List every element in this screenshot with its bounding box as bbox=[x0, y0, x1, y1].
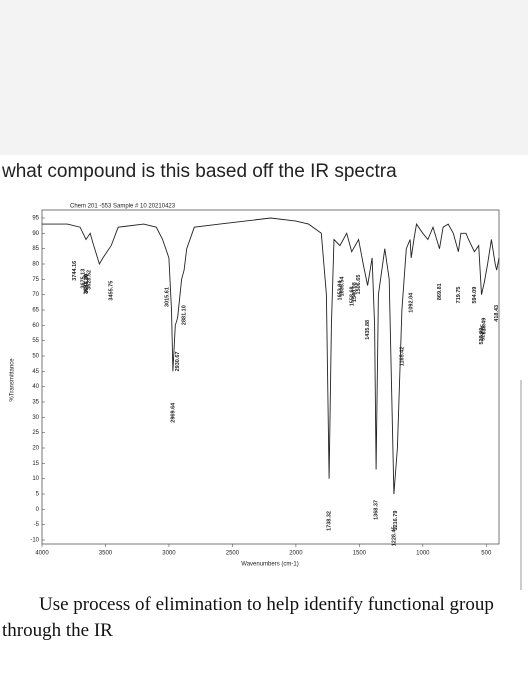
peak-label: 3648.80 bbox=[84, 274, 90, 294]
x-tick-label: 3500 bbox=[99, 551, 113, 557]
peak-label: 2930.67 bbox=[175, 352, 181, 372]
peak-label: 516.49 bbox=[482, 318, 488, 335]
y-tick-label: 75 bbox=[32, 277, 39, 283]
peak-label: 3628.52 bbox=[87, 270, 93, 290]
peak-label: 1435.88 bbox=[365, 320, 371, 340]
y-tick-label: 60 bbox=[32, 323, 39, 329]
y-axis-label: %Transmittance bbox=[10, 358, 16, 402]
peak-label: 1216.79 bbox=[393, 511, 399, 531]
chart-title: Chem 201 -553 Sample # 10 20210423 bbox=[70, 204, 176, 210]
y-tick-label: -10 bbox=[30, 538, 39, 544]
y-tick-label: 5 bbox=[36, 492, 40, 498]
y-tick-label: -5 bbox=[34, 522, 40, 528]
peak-label: 1368.37 bbox=[374, 500, 380, 520]
y-tick-label: 85 bbox=[32, 246, 39, 252]
y-tick-label: 40 bbox=[32, 384, 39, 390]
peak-label: 1558.68 bbox=[349, 286, 355, 306]
peak-label: 1635.54 bbox=[340, 276, 346, 297]
y-tick-label: 20 bbox=[32, 446, 39, 452]
peak-label: 1653.04 bbox=[337, 280, 343, 301]
peak-label: 3675.13 bbox=[81, 269, 87, 289]
question: what compound is this based off the IR s… bbox=[1, 161, 397, 182]
y-tick-label: 80 bbox=[32, 262, 39, 268]
y-tick-label: 90 bbox=[32, 231, 39, 237]
note: Use process of elimination to help ident… bbox=[2, 594, 494, 641]
peak-label: 1092.04 bbox=[409, 292, 415, 313]
y-tick-label: 65 bbox=[32, 308, 39, 314]
x-tick-label: 500 bbox=[481, 551, 492, 557]
y-tick-label: 25 bbox=[32, 430, 39, 436]
peak-label: 719.75 bbox=[456, 287, 462, 304]
peak-label: 594.09 bbox=[472, 287, 478, 304]
peak-label: 3455.75 bbox=[109, 281, 115, 301]
y-tick-label: 15 bbox=[32, 461, 39, 467]
plot-frame bbox=[41, 209, 500, 545]
top-band bbox=[0, 0, 528, 155]
x-tick-label: 1500 bbox=[353, 551, 367, 557]
y-tick-label: 0 bbox=[36, 507, 40, 513]
y-tick-label: 45 bbox=[32, 369, 39, 375]
peak-label: 1228.45 bbox=[391, 526, 397, 546]
peak-label: 1506.65 bbox=[356, 275, 362, 295]
x-tick-label: 1000 bbox=[416, 551, 430, 557]
peak-label: 538.90 bbox=[479, 328, 485, 345]
peak-label: 1738.32 bbox=[327, 511, 333, 531]
peak-label: 3015.61 bbox=[164, 287, 170, 307]
peak-label: 2969.64 bbox=[170, 402, 176, 423]
chart: what compound is this based off the IR s… bbox=[0, 0, 528, 590]
y-tick-label: 35 bbox=[32, 400, 39, 406]
y-tick-label: 70 bbox=[32, 292, 39, 298]
y-tick-label: 95 bbox=[32, 216, 39, 222]
peak-label: 869.81 bbox=[437, 283, 443, 300]
peak-label: 3653.10 bbox=[83, 274, 89, 294]
peak-label: 1540.08 bbox=[352, 282, 358, 302]
x-tick-label: 3000 bbox=[162, 551, 176, 557]
peak-label: 3744.16 bbox=[72, 261, 78, 281]
x-tick-label: 2500 bbox=[226, 551, 240, 557]
y-tick-label: 50 bbox=[32, 354, 39, 360]
y-tick-label: 55 bbox=[32, 338, 39, 344]
peak-label: 527.85 bbox=[480, 324, 486, 341]
y-tick-label: 10 bbox=[32, 476, 39, 482]
x-tick-label: 2000 bbox=[289, 551, 303, 557]
x-tick-label: 4000 bbox=[35, 551, 49, 557]
peak-label: 2881.10 bbox=[181, 305, 187, 325]
peak-label: 1165.42 bbox=[399, 347, 405, 367]
x-axis-label: Wavenumbers (cm-1) bbox=[241, 562, 298, 568]
spectrum-line bbox=[42, 217, 500, 495]
y-tick-label: 30 bbox=[32, 415, 39, 421]
peak-label: 418.43 bbox=[494, 305, 500, 322]
